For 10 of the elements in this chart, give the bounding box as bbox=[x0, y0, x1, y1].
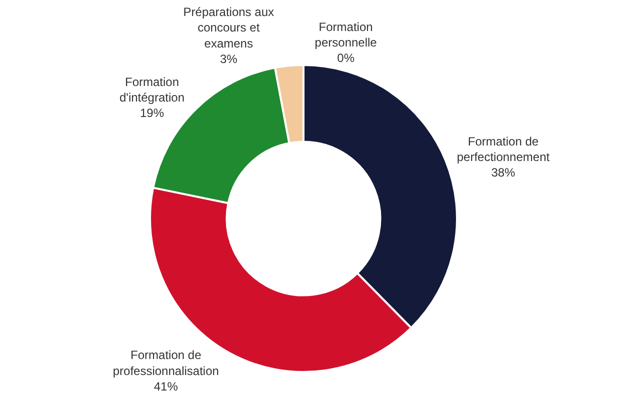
slice-label: Formation d'intégration bbox=[119, 75, 185, 105]
data-label: 41% bbox=[154, 379, 178, 394]
data-label: 38% bbox=[491, 166, 516, 180]
text: 0% bbox=[337, 51, 354, 65]
category-label: Formation personnelle bbox=[314, 20, 377, 50]
slice-label: Préparations aux concours et examens bbox=[183, 5, 274, 50]
slice-label: Formation de professionnalisation bbox=[112, 348, 219, 378]
data-label: 3% bbox=[220, 52, 238, 66]
slice-label: Formation de perfectionnement bbox=[456, 134, 550, 164]
data-label: 19% bbox=[140, 106, 164, 120]
